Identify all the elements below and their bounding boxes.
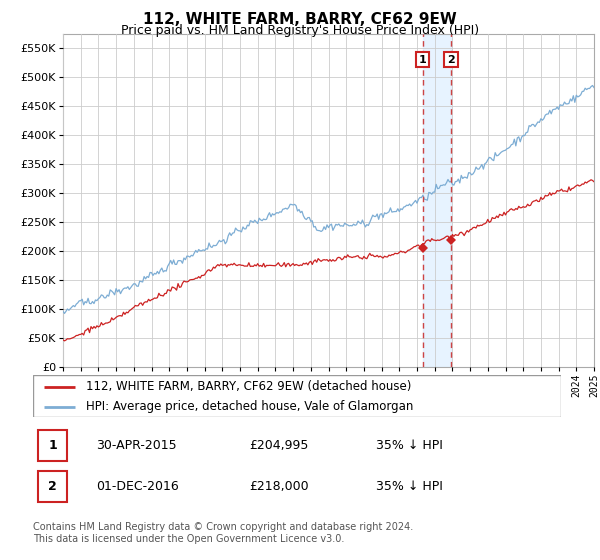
Text: 1: 1	[49, 439, 57, 452]
Text: 35% ↓ HPI: 35% ↓ HPI	[376, 479, 443, 493]
Text: 01-DEC-2016: 01-DEC-2016	[97, 479, 179, 493]
Text: 2: 2	[49, 479, 57, 493]
Bar	[38, 471, 67, 502]
Bar	[38, 430, 67, 461]
Text: 30-APR-2015: 30-APR-2015	[97, 439, 177, 452]
Text: HPI: Average price, detached house, Vale of Glamorgan: HPI: Average price, detached house, Vale…	[86, 400, 413, 413]
Text: £218,000: £218,000	[250, 479, 309, 493]
Text: 112, WHITE FARM, BARRY, CF62 9EW: 112, WHITE FARM, BARRY, CF62 9EW	[143, 12, 457, 27]
Bar	[423, 34, 451, 367]
Text: 1: 1	[419, 55, 427, 64]
Text: 2: 2	[447, 55, 455, 64]
Text: £204,995: £204,995	[250, 439, 309, 452]
Text: Price paid vs. HM Land Registry's House Price Index (HPI): Price paid vs. HM Land Registry's House …	[121, 24, 479, 36]
Text: Contains HM Land Registry data © Crown copyright and database right 2024.
This d: Contains HM Land Registry data © Crown c…	[33, 522, 413, 544]
Text: 112, WHITE FARM, BARRY, CF62 9EW (detached house): 112, WHITE FARM, BARRY, CF62 9EW (detach…	[86, 380, 411, 393]
Text: 35% ↓ HPI: 35% ↓ HPI	[376, 439, 443, 452]
